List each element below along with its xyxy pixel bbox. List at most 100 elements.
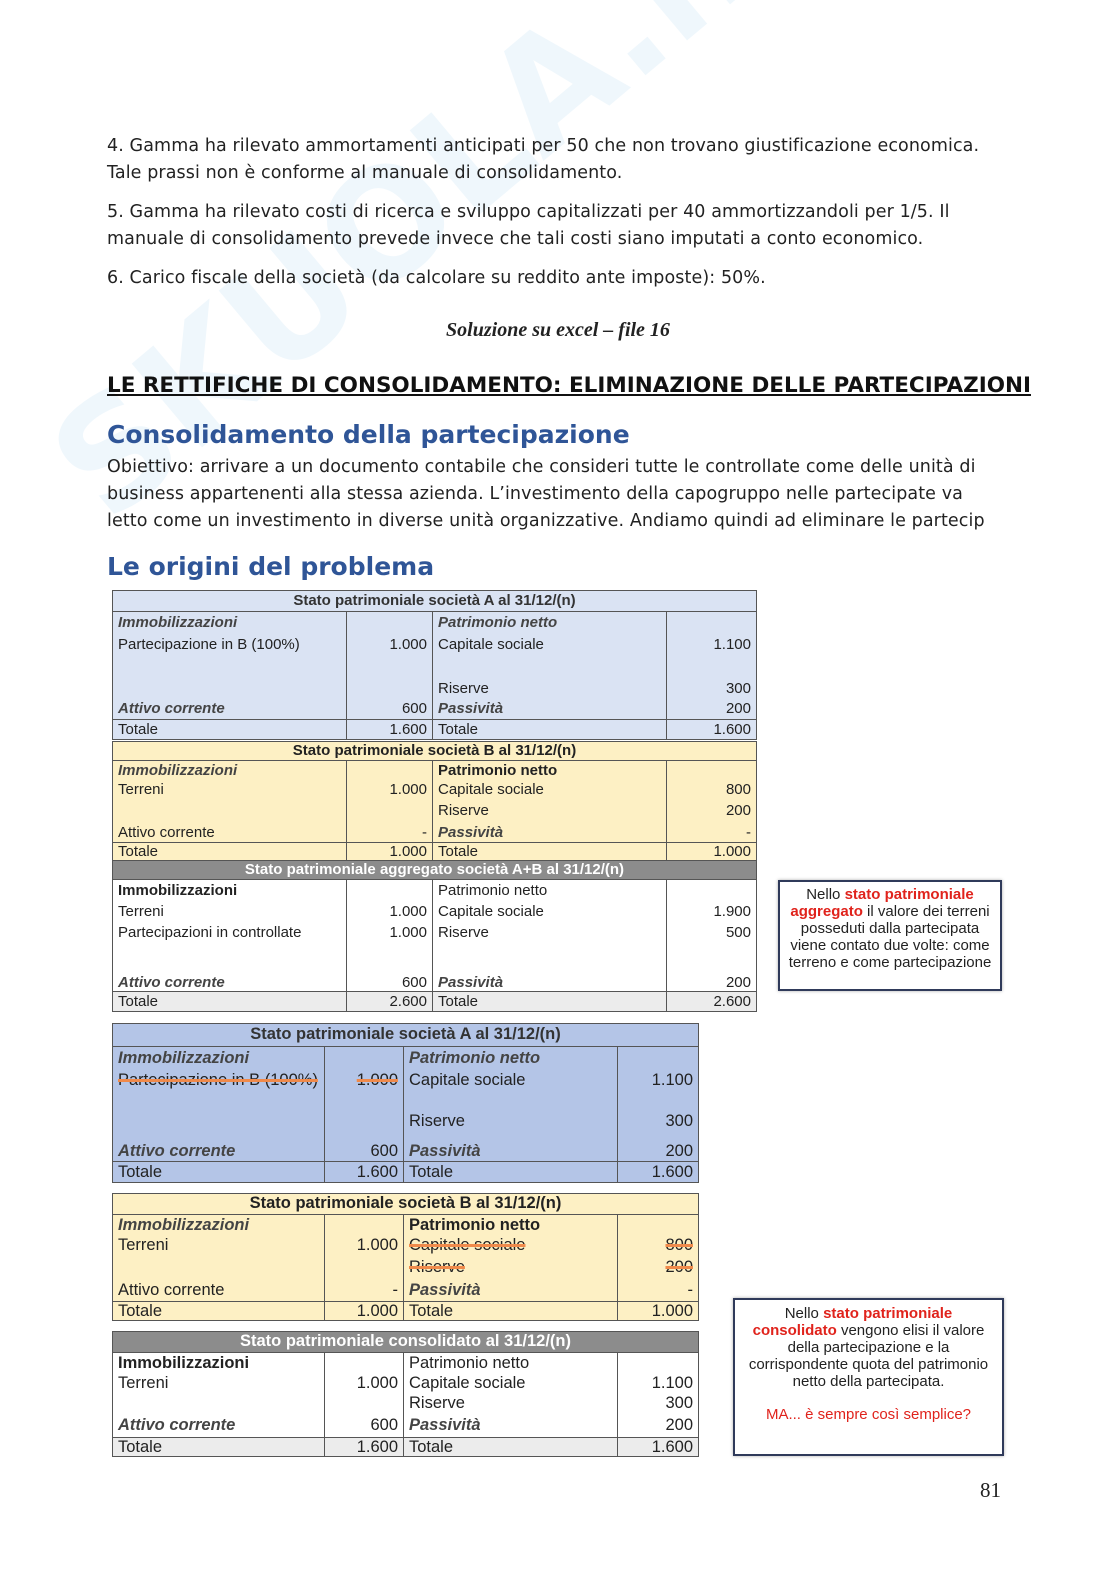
table-cell: Patrimonio netto <box>433 880 668 901</box>
table-cell: Attivo corrente <box>113 1413 326 1437</box>
note-text: il valore dei terreni posseduti dalla pa… <box>788 903 992 971</box>
cell-label: Riserve <box>438 924 489 941</box>
cell-label: Totale <box>438 843 479 860</box>
subsection-title-consolidamento: Consolidamento della partecipazione <box>107 420 630 449</box>
cell-label: Capitale sociale <box>438 635 544 653</box>
table-cell <box>618 1353 698 1373</box>
table-cell: Attivo corrente <box>113 1279 326 1301</box>
table-row: Attivo corrente - Passività - <box>112 1279 699 1301</box>
table-cell <box>113 799 348 822</box>
table-cell: 300 <box>618 1393 698 1413</box>
table-cell: 200 <box>667 799 756 822</box>
cell-label: Partecipazioni in controllate <box>118 924 302 941</box>
table-cell <box>347 799 433 822</box>
table-cell: Terreni <box>113 1373 326 1393</box>
table-row: Attivo corrente 600 Passività 200 <box>112 697 757 719</box>
subsection-title-origini: Le origini del problema <box>107 552 435 581</box>
table-cell: Capitale sociale <box>404 1069 619 1091</box>
cell-label: Terreni <box>118 903 164 920</box>
paragraph-5: 5. Gamma ha rilevato costi di ricerca e … <box>107 202 950 249</box>
paragraph-6: 6. Carico fiscale della società (da calc… <box>107 268 766 288</box>
balance-sheet-table: Stato patrimoniale società B al 31/12/(n… <box>112 741 757 861</box>
table-cell: 1.600 <box>618 1162 698 1182</box>
table-cell: Patrimonio netto <box>433 612 668 633</box>
cell-value: 1.900 <box>713 903 751 920</box>
table-cell: 2.600 <box>667 992 756 1011</box>
subsection-text: Obiettivo: arrivare a un documento conta… <box>107 457 985 531</box>
table-cell: 1.000 <box>347 843 433 860</box>
note-question: MA... è sempre così semplice? <box>765 1406 972 1423</box>
cell-value: 1.000 <box>713 843 751 860</box>
note-aggregato: Nello stato patrimoniale aggregato il va… <box>778 880 1002 991</box>
table-cell: 1.100 <box>618 1373 698 1393</box>
table-row: Riserve 300 <box>112 1393 699 1413</box>
table-row: Attivo corrente 600 Passività 200 <box>112 1413 699 1437</box>
cell-value: - <box>745 823 751 841</box>
cell-value: 200 <box>665 1257 693 1276</box>
note-text: vengono elisi il valore della partecipaz… <box>748 1322 989 1390</box>
table-cell <box>667 612 756 633</box>
cell-value: 200 <box>665 1415 693 1434</box>
table-cell: Immobilizzazioni <box>113 612 348 633</box>
table-cell: Immobilizzazioni <box>113 1215 326 1235</box>
cell-label: Totale <box>438 721 479 738</box>
cell-label: Immobilizzazioni <box>118 614 238 631</box>
table-cell <box>347 612 433 633</box>
cell-value: 1.000 <box>356 1373 398 1392</box>
table-cell: Terreni <box>113 1235 326 1255</box>
table-cell: Capitale sociale <box>404 1235 619 1255</box>
table-cell: 200 <box>618 1255 698 1279</box>
table-cell: Immobilizzazioni <box>113 1047 326 1069</box>
table-cell: Totale <box>113 843 348 860</box>
cell-value: 1.100 <box>713 635 751 653</box>
cell-label: Terreni <box>118 1373 169 1392</box>
cell-label: Passività <box>438 699 504 717</box>
cell-value: 600 <box>401 699 427 717</box>
cell-value: 1.000 <box>356 1070 398 1089</box>
table-row: Attivo corrente 600 Passività 200 <box>112 1131 699 1161</box>
cell-label: Capitale sociale <box>438 781 544 798</box>
table-cell: 300 <box>618 1091 698 1131</box>
table-cell: 200 <box>667 697 756 719</box>
table-cell: Totale <box>113 1162 326 1182</box>
cell-label: Capitale sociale <box>409 1373 526 1392</box>
table-cell: Totale <box>404 1438 619 1456</box>
table-cell: Capitale sociale <box>433 901 668 922</box>
table-cell: Riserve <box>404 1255 619 1279</box>
cell-value: 1.600 <box>389 721 427 738</box>
table-row: Attivo corrente 600 Passività 200 <box>112 943 757 991</box>
table-cell: Totale <box>433 843 668 860</box>
table-cell: 200 <box>618 1131 698 1161</box>
table-cell: Attivo corrente <box>113 1131 326 1161</box>
table-cell: Riserve <box>404 1393 619 1413</box>
cell-label: Totale <box>438 993 479 1010</box>
cell-label: Totale <box>118 1162 163 1181</box>
table-cell: 200 <box>667 943 756 991</box>
table-cell: Capitale sociale <box>433 780 668 799</box>
paragraph-4: 4. Gamma ha rilevato ammortamenti antici… <box>107 136 980 183</box>
cell-label: Attivo corrente <box>118 1142 236 1160</box>
table-cell: 500 <box>667 922 756 943</box>
cell-value: 1.000 <box>651 1302 693 1320</box>
balance-sheet-table: Stato patrimoniale società A al 31/12/(n… <box>112 1023 699 1183</box>
note-text: Nello <box>784 1305 824 1322</box>
cell-label: Partecipazione in B (100%) <box>118 635 300 653</box>
table-cell: Passività <box>433 822 668 842</box>
table-cell: Passività <box>404 1279 619 1301</box>
table-cell: 1.600 <box>325 1162 404 1182</box>
cell-label: Totale <box>409 1438 454 1456</box>
table-cell: 1.600 <box>347 720 433 739</box>
table-cell: - <box>667 822 756 842</box>
table-cell: Partecipazione in B (100%) <box>113 1069 326 1091</box>
cell-value: 1.600 <box>356 1162 398 1181</box>
table-cell: 600 <box>347 697 433 719</box>
table-row: Riserve 200 <box>112 799 757 822</box>
table-cell: Patrimonio netto <box>433 761 668 780</box>
table-cell <box>325 1353 404 1373</box>
cell-value: 800 <box>725 781 751 798</box>
cell-value: - <box>392 1280 399 1299</box>
cell-value: 1.000 <box>389 903 427 920</box>
table-row: Riserve 300 <box>112 1091 699 1131</box>
cell-label: Riserve <box>409 1257 465 1276</box>
table-cell: 1.600 <box>667 720 756 739</box>
